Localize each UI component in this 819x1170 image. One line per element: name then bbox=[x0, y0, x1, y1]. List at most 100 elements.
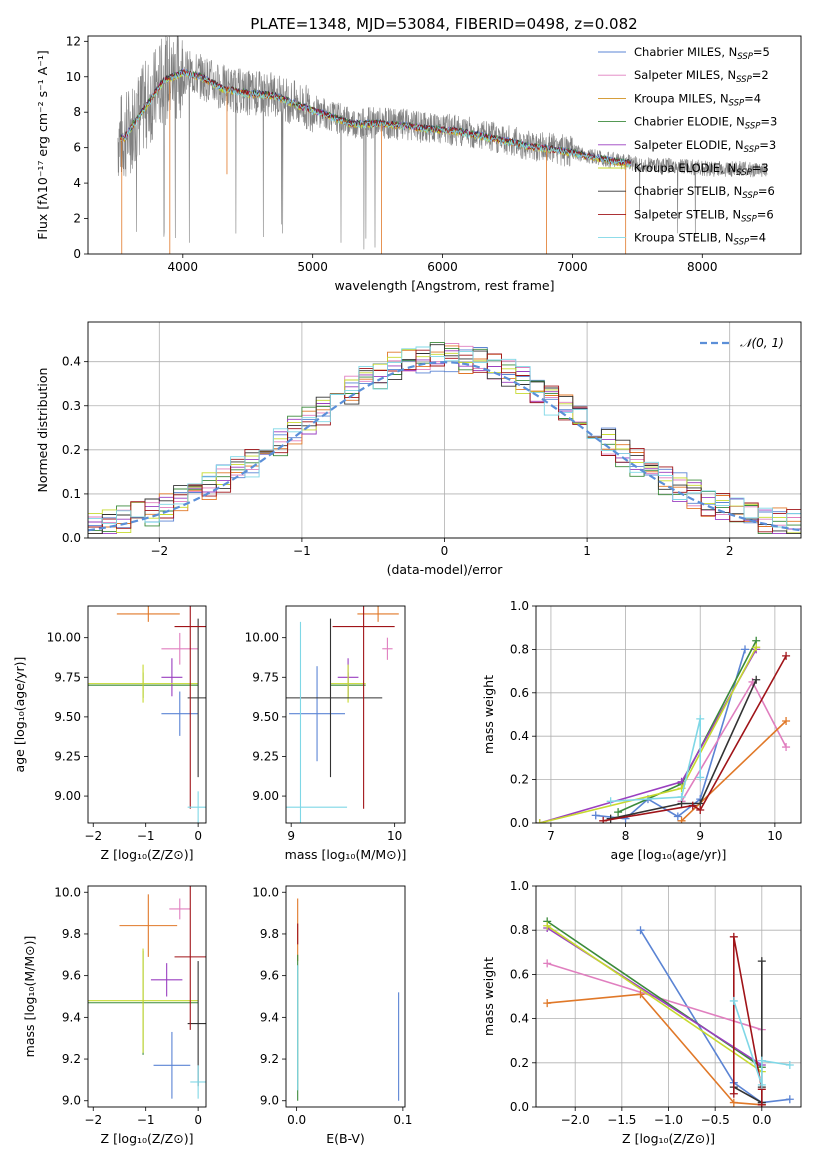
weight-marker bbox=[782, 743, 791, 752]
y-tick: 10.00 bbox=[47, 631, 88, 645]
y-tick-label: 9.6 bbox=[260, 969, 279, 983]
plot-area bbox=[117, 36, 768, 254]
y-tick: 12 bbox=[66, 34, 88, 48]
x-tick-label: −1 bbox=[137, 1113, 155, 1127]
weight-line bbox=[603, 655, 787, 822]
weight-line bbox=[680, 680, 787, 802]
x-tick: 6000 bbox=[427, 254, 458, 274]
y-tick-label: 0.6 bbox=[510, 686, 529, 700]
legend-label: 𝒩(0, 1) bbox=[740, 336, 784, 350]
x-tick-label: 10 bbox=[387, 829, 402, 843]
errorbar-point bbox=[161, 632, 199, 665]
y-tick: 0.0 bbox=[62, 531, 88, 545]
x-tick-label: −1 bbox=[137, 829, 155, 843]
y-tick-label: 9.25 bbox=[252, 749, 279, 763]
x-tick: −2 bbox=[84, 1107, 102, 1127]
axes-frame bbox=[87, 321, 802, 539]
x-tick: −2.0 bbox=[561, 1107, 590, 1127]
y-tick-label: 6 bbox=[73, 141, 81, 155]
y-tick-label: 0.8 bbox=[510, 923, 529, 937]
weight-series bbox=[614, 636, 761, 817]
model-line bbox=[120, 70, 632, 168]
errorbar-point bbox=[174, 606, 206, 809]
y-tick-label: 9.4 bbox=[260, 1010, 279, 1024]
x-tick: −2 bbox=[84, 823, 102, 843]
legend-entry: Kroupa MILES, NSSP=4 bbox=[598, 91, 761, 108]
panel-weight_vs_Z: −2.0 −1.5 −1.0 −0.5 0.0 0.0 0.2 0.4 0.6 0.8 1.0 Z [… bbox=[481, 879, 802, 1146]
errorbar-point bbox=[174, 886, 206, 1030]
errorbar-point bbox=[187, 791, 206, 823]
y-axis-label: mass weight bbox=[481, 675, 496, 754]
weight-line bbox=[610, 718, 701, 803]
x-tick: 7 bbox=[547, 823, 555, 843]
x-tick: 0 bbox=[441, 538, 449, 558]
weight-series bbox=[536, 643, 761, 823]
legend-entry: Salpeter ELODIE, NSSP=3 bbox=[598, 138, 776, 155]
y-tick: 0.0 bbox=[510, 1100, 536, 1114]
y-tick-label: 0.4 bbox=[62, 355, 81, 369]
y-tick-label: 0.2 bbox=[510, 773, 529, 787]
y-tick-label: 0.0 bbox=[510, 816, 529, 830]
weight-marker bbox=[688, 801, 697, 810]
y-tick: 0.4 bbox=[510, 729, 536, 743]
errorbar-point bbox=[88, 664, 199, 703]
x-tick: 0.0 bbox=[752, 1107, 771, 1127]
y-axis-label: Flux [fλ10⁻¹⁷ erg cm⁻² s⁻¹ A⁻¹] bbox=[35, 50, 50, 239]
y-tick: 9.2 bbox=[260, 1052, 286, 1066]
y-tick: 2 bbox=[73, 212, 88, 226]
x-axis-label: (data-model)/error bbox=[387, 562, 504, 577]
x-tick-label: 9 bbox=[287, 829, 295, 843]
y-tick-label: 9.2 bbox=[260, 1052, 279, 1066]
plot-area bbox=[286, 606, 399, 823]
x-tick-label: −0.5 bbox=[701, 1113, 730, 1127]
y-tick: 1.0 bbox=[510, 879, 536, 893]
legend-entry: Chabrier MILES, NSSP=5 bbox=[598, 45, 770, 62]
weight-marker bbox=[757, 1056, 766, 1065]
y-tick-label: 1.0 bbox=[510, 599, 529, 613]
errorbar-point bbox=[286, 618, 383, 778]
y-tick: 10 bbox=[66, 70, 88, 84]
panel-spectrum: 4000 5000 6000 7000 8000 0 2 4 6 8 10 12 wavelength … bbox=[35, 34, 802, 293]
weight-line bbox=[610, 679, 757, 820]
y-tick: 0.8 bbox=[510, 923, 536, 937]
x-tick: −1.5 bbox=[607, 1107, 636, 1127]
weight-line bbox=[733, 1000, 790, 1086]
x-tick-label: −2.0 bbox=[561, 1113, 590, 1127]
x-tick: −1 bbox=[137, 1107, 155, 1127]
x-tick: 0.1 bbox=[393, 1107, 412, 1127]
y-tick: 9.75 bbox=[54, 670, 88, 684]
y-tick-label: 4 bbox=[73, 176, 81, 190]
weight-marker bbox=[606, 797, 615, 806]
y-tick-label: 9.75 bbox=[252, 670, 279, 684]
legend-entry: Chabrier STELIB, NSSP=6 bbox=[598, 184, 775, 201]
y-tick-label: 8 bbox=[73, 105, 81, 119]
y-tick-label: 2 bbox=[73, 212, 81, 226]
x-tick-label: −1.5 bbox=[607, 1113, 636, 1127]
axes-frame bbox=[535, 885, 802, 1108]
x-tick-label: 7000 bbox=[557, 260, 588, 274]
weight-marker bbox=[729, 1098, 738, 1107]
weight-marker bbox=[543, 999, 552, 1008]
legend-label: Salpeter MILES, NSSP=2 bbox=[634, 68, 769, 85]
x-tick: 8 bbox=[622, 823, 629, 843]
x-tick: −2 bbox=[150, 538, 168, 558]
x-tick-label: 0.0 bbox=[752, 1113, 771, 1127]
weight-marker bbox=[599, 816, 608, 823]
y-tick: 0.6 bbox=[510, 686, 536, 700]
axes-frame bbox=[285, 605, 406, 824]
y-tick-label: 9.50 bbox=[54, 710, 81, 724]
y-tick: 9.25 bbox=[252, 749, 286, 763]
y-tick-label: 10.00 bbox=[47, 631, 81, 645]
y-axis-label: age [log₁₀(age/yr)] bbox=[12, 657, 27, 773]
x-tick-label: 0 bbox=[194, 1113, 202, 1127]
weight-line bbox=[547, 993, 762, 1106]
y-tick: 6 bbox=[73, 141, 88, 155]
weight-marker bbox=[696, 714, 705, 723]
weight-marker bbox=[785, 1061, 794, 1070]
plot-area bbox=[543, 917, 794, 1107]
x-tick-label: 0 bbox=[441, 544, 449, 558]
weight-marker bbox=[785, 1095, 794, 1104]
y-tick: 10.0 bbox=[54, 885, 88, 899]
y-tick: 0.6 bbox=[510, 967, 536, 981]
